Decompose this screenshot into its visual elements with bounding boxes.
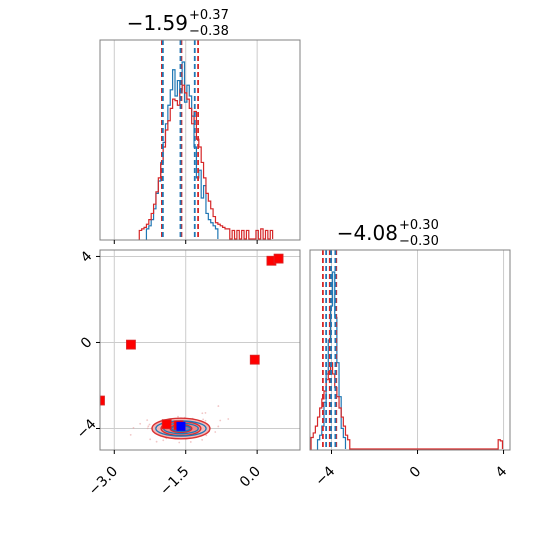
top-title-minus: −0.38 bbox=[189, 24, 229, 39]
joint-sample-point bbox=[214, 431, 217, 433]
joint-sample-point bbox=[162, 439, 165, 442]
joint-sample-point bbox=[227, 418, 230, 420]
top-red-hist bbox=[138, 84, 274, 240]
joint-sample-point bbox=[132, 426, 135, 429]
joint-sample-point bbox=[146, 419, 149, 422]
joint-frame bbox=[99, 249, 301, 451]
joint-sample-point bbox=[147, 425, 150, 428]
joint-red-marker-4 bbox=[100, 395, 105, 406]
joint-sample-point bbox=[201, 438, 204, 441]
joint-sample-point bbox=[219, 419, 222, 422]
joint-red-marker-3 bbox=[249, 354, 260, 365]
joint-sample-point bbox=[205, 434, 208, 437]
right-xtick-label-1: 0 bbox=[407, 464, 425, 482]
joint-xtick-label-0: −3.0 bbox=[86, 464, 121, 499]
top-title-plus: +0.37 bbox=[189, 8, 229, 23]
right-title-minus: −0.30 bbox=[399, 234, 439, 249]
joint-sample-point bbox=[204, 419, 207, 422]
joint-sample-point bbox=[155, 440, 158, 443]
joint-sample-point bbox=[148, 423, 151, 426]
joint-sample-point bbox=[189, 441, 192, 443]
joint-sample-point bbox=[202, 418, 205, 421]
joint-xtick-label-2: 0.0 bbox=[237, 464, 264, 491]
right-xtick-label-0: −4 bbox=[312, 463, 338, 489]
joint-contours bbox=[100, 253, 284, 444]
right-xtick-label-2: 4 bbox=[493, 463, 511, 481]
right-title-plus: +0.30 bbox=[399, 218, 439, 233]
joint-sample-point bbox=[149, 438, 152, 441]
joint-sample-point bbox=[139, 422, 142, 425]
joint-red-marker-2 bbox=[273, 253, 284, 264]
joint-sample-point bbox=[217, 405, 220, 407]
top-frame bbox=[99, 39, 301, 241]
right-frame bbox=[309, 249, 511, 451]
joint-xtick-label-1: −1.5 bbox=[157, 464, 192, 499]
right-title-value: −4.08 bbox=[337, 221, 398, 245]
joint-sample-point bbox=[177, 415, 179, 418]
joint-ytick-label-2: 4 bbox=[78, 248, 96, 266]
top-title-value: −1.59 bbox=[127, 11, 188, 35]
joint-sample-point bbox=[178, 441, 181, 444]
joint-sample-point bbox=[201, 412, 204, 415]
joint-red-marker-0 bbox=[126, 339, 136, 350]
joint-sample-point bbox=[129, 433, 132, 436]
joint-ytick-label-1: 0 bbox=[78, 334, 96, 352]
joint-sample-point bbox=[217, 425, 220, 428]
joint-red-marker-5 bbox=[161, 419, 172, 430]
right-red-hist bbox=[310, 362, 504, 450]
joint-sample-point bbox=[204, 412, 207, 414]
joint-blue-marker bbox=[176, 421, 186, 431]
joint-ytick-label-0: −4 bbox=[74, 416, 100, 442]
joint-sample-point bbox=[146, 427, 149, 430]
